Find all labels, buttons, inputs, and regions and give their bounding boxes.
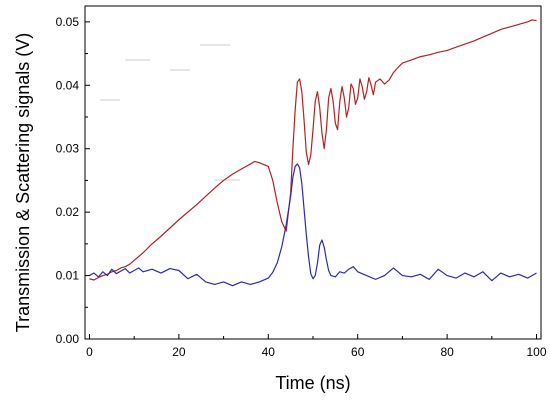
y-tick-label: 0.05 — [56, 15, 80, 29]
x-tick-label: 100 — [527, 345, 547, 359]
y-axis-title: Transmission & Scattering signals (V) — [13, 33, 33, 332]
x-axis-title: Time (ns) — [275, 373, 350, 393]
background-speckles — [100, 44, 240, 181]
x-tick-label: 60 — [351, 345, 365, 359]
series-line-red — [89, 19, 537, 281]
plot-area — [89, 19, 537, 287]
y-tick-label: 0.02 — [56, 205, 80, 219]
x-tick-label: 0 — [86, 345, 93, 359]
x-tick-label: 80 — [440, 345, 454, 359]
y-tick-label: 0.03 — [56, 142, 80, 156]
y-tick-label: 0.01 — [56, 269, 80, 283]
y-axis: 0.00 0.01 0.02 0.03 0.04 0.05 — [56, 15, 90, 346]
series-line-blue — [89, 163, 537, 287]
x-tick-label: 20 — [172, 345, 186, 359]
y-tick-label: 0.00 — [56, 332, 80, 346]
y-tick-label: 0.04 — [56, 78, 80, 92]
x-axis: 0 20 40 60 80 100 — [86, 334, 547, 359]
x-tick-label: 40 — [262, 345, 276, 359]
plot-frame — [84, 5, 542, 340]
